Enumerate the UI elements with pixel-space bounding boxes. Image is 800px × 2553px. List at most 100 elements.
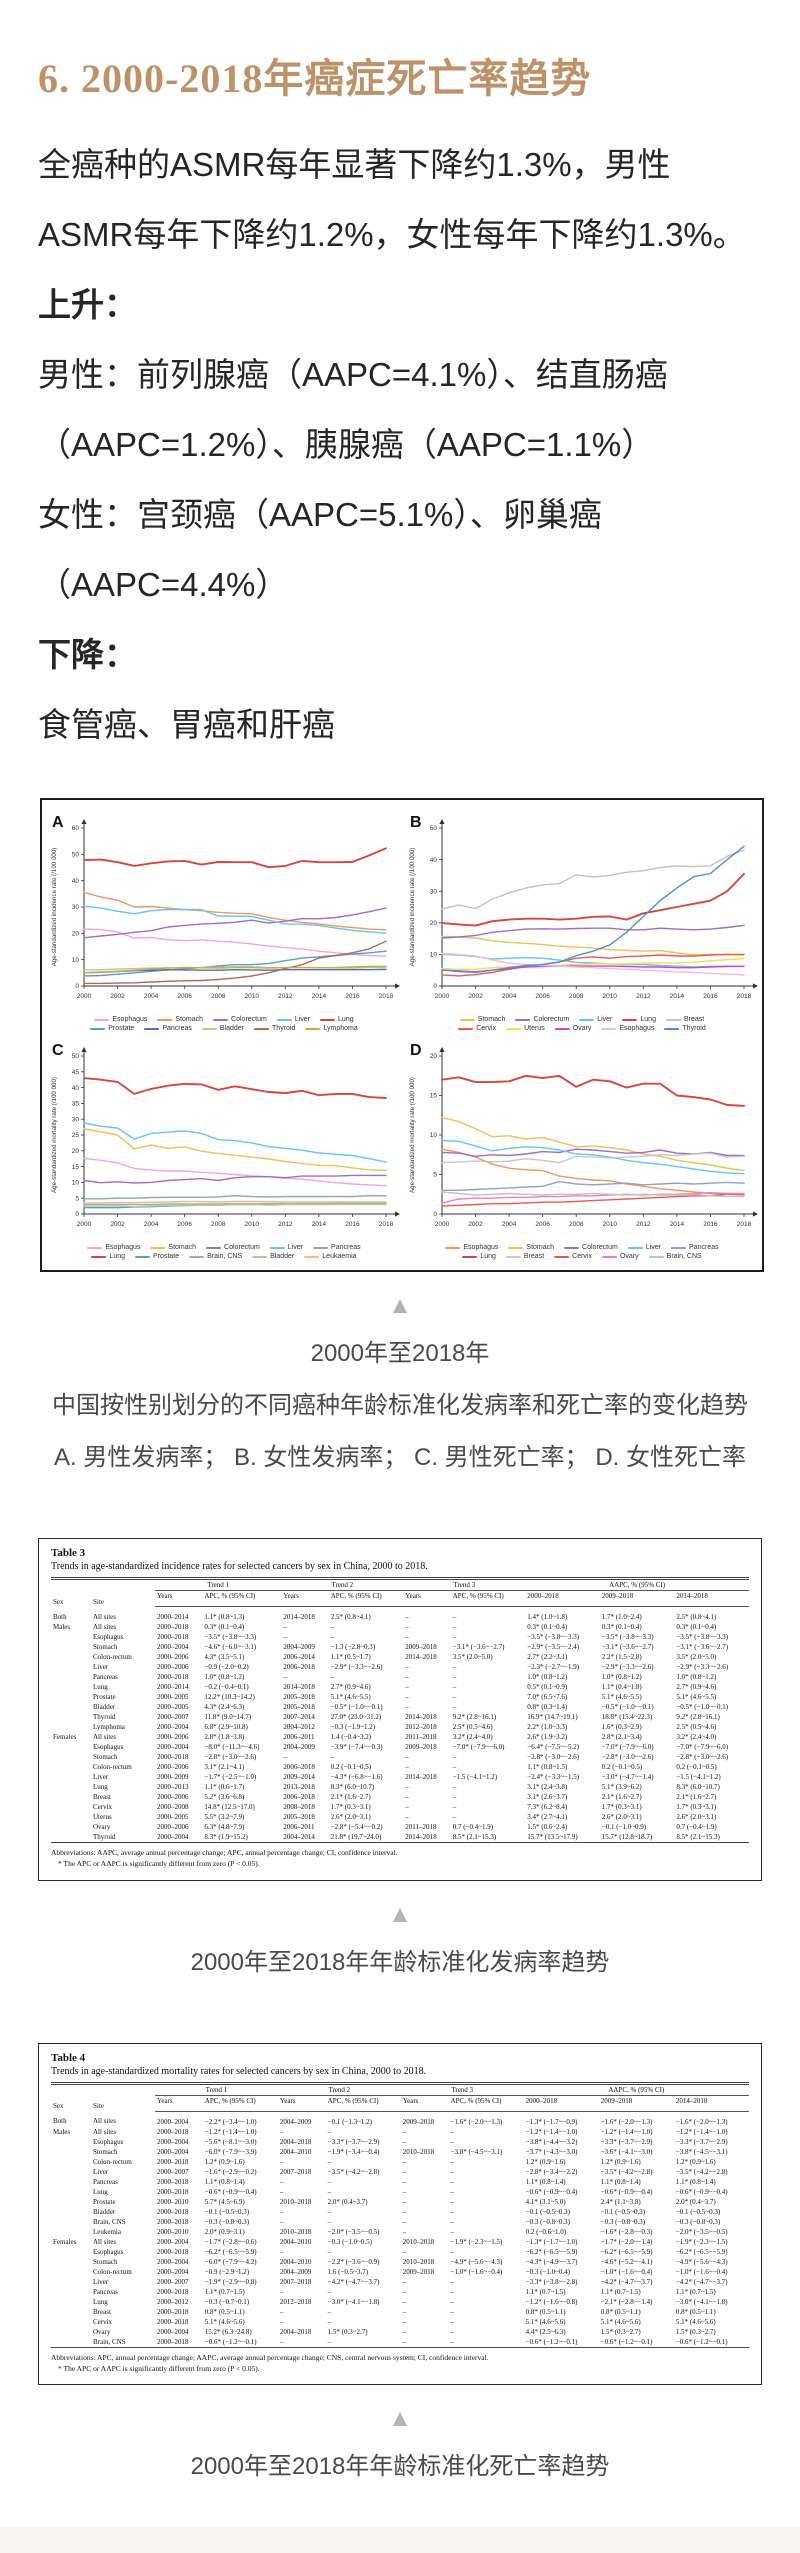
- cell-site: Esophagus: [93, 2247, 124, 2256]
- cell-value: −3.0* (−4.1~−1.8): [327, 2297, 380, 2306]
- legend-line-swatch: [254, 1027, 270, 1030]
- triangle-up-icon: ▲: [388, 2405, 412, 2432]
- cell-value: 2.0* (0.4~3.7): [675, 2197, 716, 2206]
- legend-label: Breast: [523, 1253, 545, 1260]
- col-sex: Sex: [53, 1597, 64, 1606]
- svg-text:2002: 2002: [468, 1221, 483, 1228]
- table-row: Esophagus 2000–2018 −3.5* (−3.8~−3.3) – – – – −…: [51, 1632, 749, 1642]
- svg-text:2014: 2014: [312, 1221, 327, 1228]
- cell-value: 8.3* (6.0~10.7): [330, 1783, 375, 1791]
- cell-site: Pancreas: [93, 2177, 118, 2186]
- cell-value: 1.7* (0.3~3.1): [601, 1803, 642, 1811]
- cell-value: −0.9 (−2.0~0.2): [204, 1663, 249, 1671]
- legend-line-swatch: [554, 1027, 570, 1030]
- cell-value: –: [450, 2127, 455, 2136]
- legend-line-swatch: [664, 1027, 680, 1030]
- cell-value: −2.3* (−2.7~−1.9): [527, 1663, 580, 1671]
- svg-text:2010: 2010: [245, 1221, 260, 1228]
- cell-sex: [51, 2167, 91, 2177]
- cell-value: 2014–2018: [283, 1613, 315, 1621]
- table-row: Breast 2000–2006 5.2* (3.6~6.8) 2006–2018 2.…: [51, 1792, 749, 1802]
- cell-value: 2007–2018: [279, 2167, 312, 2176]
- legend-label: Lung: [109, 1253, 126, 1260]
- legend-line-swatch: [505, 1255, 521, 1258]
- cell-value: 2000–2009: [157, 1773, 189, 1781]
- table-row: Bladder 2000–2018 −0.1 (−0.5~0.3) – – – – −0.1 …: [51, 2207, 749, 2217]
- cell-value: 0.8* (0.3~1.4): [527, 1703, 568, 1711]
- cell-value: −1.7* (−2.5~−1.0): [204, 1773, 257, 1781]
- cell-value: 2004–2012: [283, 1723, 315, 1731]
- cell-value: 0.8* (0.5~1.1): [525, 2307, 566, 2316]
- cell-value: –: [405, 1613, 409, 1621]
- cell-value: 2000–2014: [157, 1613, 189, 1621]
- svg-text:20: 20: [430, 920, 438, 927]
- cell-value: 1.1* (0.8~1.4): [204, 2177, 245, 2186]
- cell-value: –: [450, 2307, 455, 2316]
- cell-value: 1.0* (0.8~1.2): [204, 1673, 245, 1681]
- col-site: Site: [93, 2102, 104, 2110]
- cell-value: 2004–2009: [279, 2267, 312, 2276]
- triangle-up-icon: ▲: [388, 1292, 412, 1319]
- cell-value: −0.3 (−0.8~0.3): [600, 2217, 646, 2226]
- cell-value: −3.5* (−3.8~−3.3): [601, 1633, 654, 1641]
- cell-sex: [51, 1822, 91, 1832]
- cell-value: −0.3 (−1.0~0.4): [525, 2267, 570, 2276]
- cell-value: 2000–2004: [157, 2117, 189, 2126]
- cell-value: –: [327, 2177, 332, 2186]
- cell-value: 2000–2004: [157, 2137, 189, 2146]
- svg-text:2004: 2004: [502, 993, 517, 1000]
- col-trend1: Trend 1: [155, 2083, 278, 2096]
- svg-text:50: 50: [72, 852, 80, 859]
- svg-text:2006: 2006: [177, 993, 192, 1000]
- legend-label: Colorectum: [224, 1244, 260, 1251]
- cell-sex: [51, 2187, 91, 2197]
- svg-text:2008: 2008: [569, 993, 584, 1000]
- series-breast: [441, 1152, 745, 1164]
- col-apc: APC, % (95% CI): [202, 1590, 282, 1607]
- cell-value: 2.6* (1.9~3.2): [527, 1733, 568, 1741]
- legend-label: Stomach: [168, 1244, 197, 1251]
- cell-value: 1.1* (0.7~1.5): [675, 2287, 716, 2296]
- incidence-mortality-trend-figure: A 0 10 20 30 40 50 60 2000 2002 2004 2006 2008 2010 20…: [40, 798, 764, 1272]
- cell-value: 2.5* (0.8~4.1): [676, 1613, 717, 1621]
- svg-text:15: 15: [430, 1093, 438, 1100]
- legend-label: Pancreas: [689, 1244, 719, 1251]
- svg-text:2008: 2008: [211, 993, 226, 1000]
- cell-sex: [51, 1752, 91, 1762]
- legend-label: Brain, CNS: [207, 1253, 243, 1260]
- svg-text:40: 40: [72, 1085, 80, 1092]
- table3-box: Table 3 Trends in age-standardized incid…: [38, 1538, 762, 1881]
- legend-line-swatch: [627, 1246, 643, 1249]
- cell-value: –: [402, 2337, 407, 2346]
- svg-text:2016: 2016: [345, 993, 360, 1000]
- svg-text:2006: 2006: [177, 1221, 192, 1228]
- cell-value: 2000–2004: [157, 1643, 189, 1651]
- table-row: Ovary 2000–2004 15.2* (6.3~24.8) 2004–2018 1…: [51, 2327, 749, 2337]
- cell-value: 0.3* (0.1~0.4): [527, 1623, 568, 1631]
- svg-text:0: 0: [75, 983, 79, 990]
- cell-sex: [51, 1632, 91, 1642]
- cell-value: –: [279, 2307, 284, 2316]
- cell-value: −4.9* (−5.6~−4.3): [675, 2257, 728, 2266]
- cell-value: –: [402, 2137, 407, 2146]
- cell-value: 1.1* (0.6~1.7): [204, 1783, 245, 1791]
- cell-site: Esophagus: [93, 2137, 124, 2146]
- svg-text:40: 40: [430, 857, 438, 864]
- panel-b-legend: Stomach Colorectum Liver Lung Breast Cervix Ut…: [406, 1016, 758, 1032]
- cell-value: 0.3* (0.1~0.4): [601, 1623, 642, 1631]
- cell-sex: Males: [53, 2127, 71, 2136]
- table-row: Lymphoma 2000–2004 6.8* (2.9~10.8) 2004–201…: [51, 1722, 749, 1732]
- cell-value: 2000–2018: [157, 2217, 189, 2226]
- cell-value: 2.1* (1.6~2.7): [330, 1793, 371, 1801]
- cell-value: −4.6* (−5.2~−4.1): [600, 2257, 653, 2266]
- svg-text:2012: 2012: [278, 1221, 293, 1228]
- legend-line-swatch: [144, 1027, 160, 1030]
- cell-value: −1.6* (−2.0~−1.3): [675, 2117, 728, 2126]
- cell-value: 2014–2018: [405, 1773, 437, 1781]
- cell-value: –: [402, 2177, 407, 2186]
- table-row: Esophagus 2000–2018 −6.2* (−6.5~−5.9) – – – – −…: [51, 2247, 749, 2257]
- cell-value: 1.1* (0.8~1.5): [527, 1763, 568, 1771]
- figure-caption-line2: 中国按性别划分的不同癌种年龄标准化发病率和死亡率的变化趋势: [52, 1392, 748, 1419]
- svg-text:2018: 2018: [737, 993, 752, 1000]
- legend-label: Esophagus: [619, 1025, 655, 1032]
